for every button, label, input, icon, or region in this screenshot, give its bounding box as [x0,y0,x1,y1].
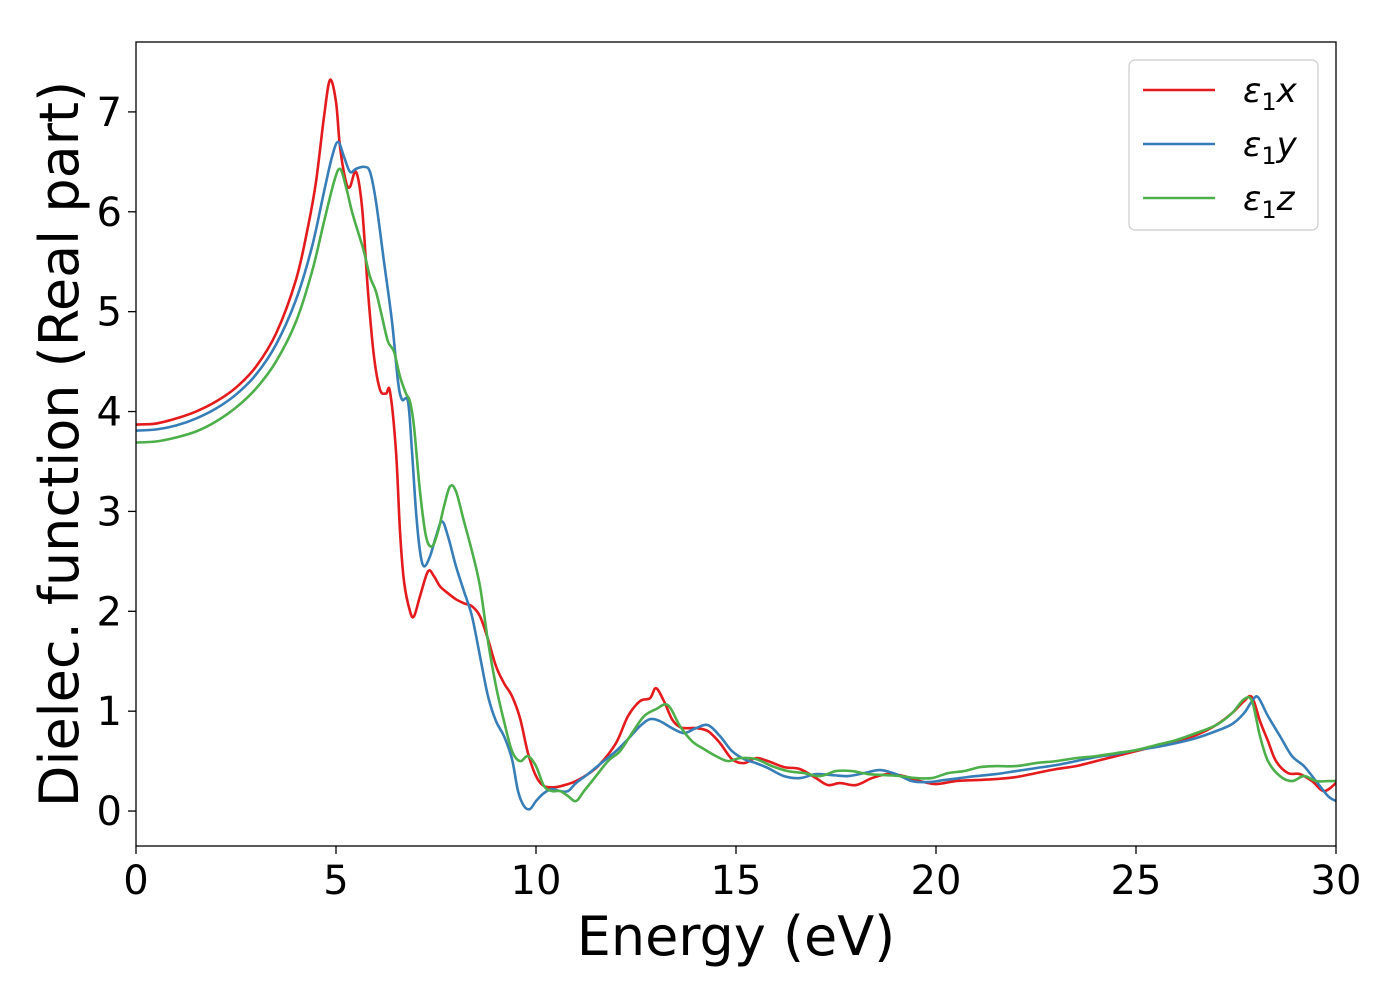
legend-box [1128,59,1319,231]
legend-label-z: ε1z [1243,179,1296,224]
y-tick-label: 3 [97,489,122,535]
legend-label-x: ε1x [1243,71,1298,116]
x-tick-label: 0 [123,858,148,904]
series-line-x [136,78,1336,793]
y-tick-label: 4 [97,390,122,436]
x-tick-label: 20 [911,858,962,904]
y-tick-label: 5 [97,290,122,336]
x-tick-label: 25 [1111,858,1162,904]
series-layer [136,78,1336,811]
y-axis-title: Dielec. function (Real part) [28,81,91,807]
y-tick-label: 1 [97,689,122,735]
y-tick-label: 6 [97,190,122,236]
legend-label-y: ε1y [1243,125,1298,170]
y-tick-label: 0 [97,789,122,835]
x-axis-title: Energy (eV) [577,905,896,968]
x-tick-label: 15 [711,858,762,904]
x-axis: 0 5 10 15 20 25 30 [123,846,1361,904]
x-tick-label: 5 [323,858,348,904]
legend: ε1x ε1y ε1z [1128,59,1319,231]
series-line-z [136,167,1336,803]
x-tick-label: 10 [511,858,562,904]
y-tick-label: 2 [97,589,122,635]
y-axis: 0 1 2 3 4 5 6 7 [97,90,136,835]
x-tick-label: 30 [1311,858,1362,904]
series-line-y [136,140,1336,811]
y-tick-label: 7 [97,90,122,136]
